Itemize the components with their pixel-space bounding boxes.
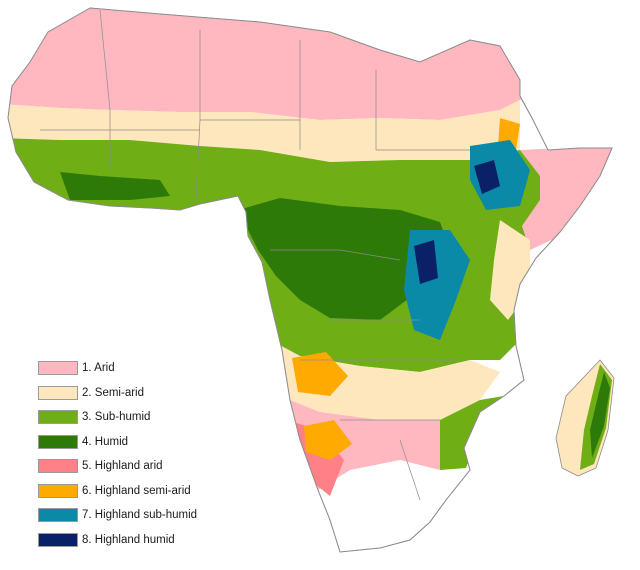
madagascar-humid bbox=[590, 372, 610, 458]
legend-swatch-arid bbox=[38, 361, 78, 376]
legend-item-sub-humid: 3. Sub-humid bbox=[38, 405, 278, 430]
legend-item-arid: 1. Arid bbox=[38, 356, 278, 381]
legend-swatch-highland-arid bbox=[38, 459, 78, 474]
legend-label-highland-sub-humid: 7. Highland sub-humid bbox=[82, 509, 198, 522]
zone-layer bbox=[8, 8, 612, 496]
africa-coastline bbox=[7, 7, 613, 553]
zone-highland-humid-ethiopia bbox=[474, 160, 500, 194]
legend-label-highland-humid: 8. Highland humid bbox=[82, 533, 175, 546]
legend-item-highland-semi-arid: 6. Highland semi-arid bbox=[38, 479, 278, 504]
zone-semi-arid-south bbox=[270, 340, 500, 420]
legend-swatch-semi-arid bbox=[38, 385, 78, 400]
legend-label-semi-arid: 2. Semi-arid bbox=[82, 386, 144, 399]
legend-item-highland-sub-humid: 7. Highland sub-humid bbox=[38, 503, 278, 528]
legend-swatch-sub-humid bbox=[38, 410, 78, 425]
legend-label-arid: 1. Arid bbox=[82, 362, 115, 375]
zone-arid-north bbox=[8, 8, 612, 120]
legend-item-highland-arid: 5. Highland arid bbox=[38, 454, 278, 479]
zone-humid-congo bbox=[238, 198, 450, 320]
legend-swatch-highland-semi-arid bbox=[38, 483, 78, 498]
zone-highland-semi-arid-kalahari bbox=[304, 420, 352, 460]
zone-highland-humid-rift bbox=[414, 240, 438, 284]
legend-label-sub-humid: 3. Sub-humid bbox=[82, 411, 151, 424]
country-borders bbox=[40, 9, 470, 501]
zone-highland-arid bbox=[286, 420, 344, 496]
legend-label-highland-semi-arid: 6. Highland semi-arid bbox=[82, 484, 191, 497]
map-legend: 1. Arid 2. Semi-arid 3. Sub-humid 4. Hum… bbox=[38, 356, 278, 552]
legend-swatch-highland-sub-humid bbox=[38, 508, 78, 523]
legend-item-semi-arid: 2. Semi-arid bbox=[38, 381, 278, 406]
legend-swatch-humid bbox=[38, 434, 78, 449]
legend-label-highland-arid: 5. Highland arid bbox=[82, 460, 163, 473]
legend-item-humid: 4. Humid bbox=[38, 430, 278, 455]
legend-swatch-highland-humid bbox=[38, 532, 78, 547]
madagascar bbox=[555, 359, 615, 477]
zone-highland-semi-arid-south bbox=[292, 352, 348, 396]
zone-semi-arid-sahel bbox=[8, 100, 520, 162]
legend-label-humid: 4. Humid bbox=[82, 435, 129, 448]
zone-humid-west bbox=[60, 172, 170, 200]
legend-item-highland-humid: 8. Highland humid bbox=[38, 528, 278, 553]
